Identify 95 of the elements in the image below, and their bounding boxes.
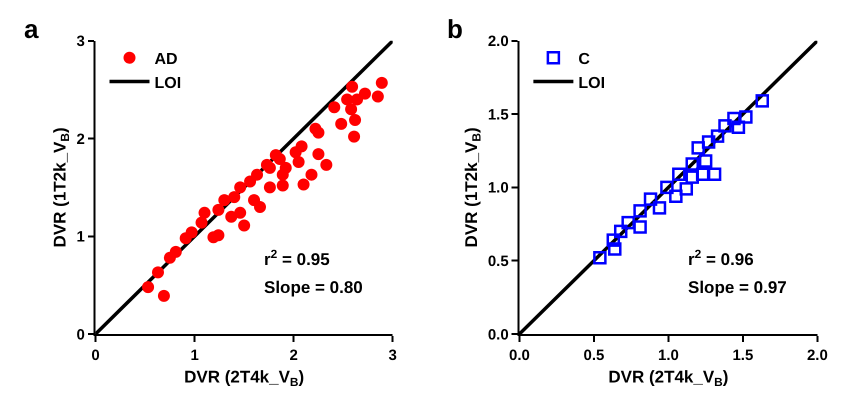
point xyxy=(234,181,246,194)
point xyxy=(212,204,224,216)
legend-label: LOI xyxy=(154,74,182,92)
y-tick-label: 2 xyxy=(76,130,85,148)
point xyxy=(305,168,318,181)
legend-label: C xyxy=(578,50,590,68)
point xyxy=(152,266,164,278)
point xyxy=(739,110,753,124)
point xyxy=(685,157,699,171)
point xyxy=(196,216,208,229)
x-axis-title: DVR (2T4k_V$_{B}$) xyxy=(608,368,728,390)
point xyxy=(207,231,220,244)
x-tick-label: 1.5 xyxy=(732,346,754,364)
point xyxy=(606,233,620,247)
point xyxy=(680,182,694,196)
point xyxy=(633,220,647,234)
point xyxy=(341,93,354,106)
point xyxy=(292,156,305,168)
y-tick-label: 1.0 xyxy=(488,180,509,197)
point xyxy=(696,167,710,181)
x-tick-label: 0.5 xyxy=(583,346,604,364)
y-tick-label: 3 xyxy=(76,33,85,50)
y-tick-label: 2.0 xyxy=(488,33,509,50)
point xyxy=(372,90,384,103)
point xyxy=(660,180,674,194)
chart-title: b xyxy=(447,14,463,44)
point xyxy=(228,191,240,204)
point xyxy=(276,168,289,181)
point xyxy=(608,242,622,256)
point xyxy=(276,179,289,192)
annotation: r$^{2}$ = 0.95 xyxy=(264,247,330,270)
y-tick-label: 1.5 xyxy=(488,106,509,124)
point xyxy=(186,226,198,238)
point xyxy=(349,114,362,126)
point xyxy=(727,112,741,126)
point xyxy=(346,80,358,93)
point xyxy=(593,251,607,265)
point xyxy=(685,170,699,184)
chart-title: a xyxy=(24,14,39,44)
point xyxy=(274,153,286,166)
y-tick-label: 1 xyxy=(76,228,85,246)
point xyxy=(755,94,769,108)
point xyxy=(351,93,364,106)
legend-label: LOI xyxy=(578,74,606,92)
point xyxy=(238,220,250,232)
point xyxy=(312,148,324,160)
point xyxy=(652,201,666,215)
point xyxy=(672,167,686,181)
point xyxy=(225,210,238,223)
y-tick-label: 0.5 xyxy=(488,252,509,270)
point xyxy=(708,167,722,181)
x-tick-label: 0 xyxy=(91,346,100,364)
y-tick-label: 0.0 xyxy=(488,326,509,344)
point xyxy=(312,126,324,139)
x-tick-label: 1.0 xyxy=(658,346,679,364)
point xyxy=(264,162,276,174)
annotation: r$^{2}$ = 0.96 xyxy=(688,247,754,270)
point xyxy=(345,103,358,116)
x-tick-label: 2.0 xyxy=(806,346,828,364)
point xyxy=(718,119,732,133)
point xyxy=(142,281,154,294)
x-tick-label: 2 xyxy=(289,346,298,364)
annotation: Slope = 0.97 xyxy=(688,278,787,297)
x-tick-label: 3 xyxy=(388,346,397,364)
point xyxy=(702,135,716,149)
point xyxy=(298,178,310,190)
point xyxy=(621,216,635,230)
x-tick-label: 0.0 xyxy=(509,346,530,364)
point xyxy=(170,246,182,258)
point xyxy=(669,189,683,203)
point xyxy=(296,140,308,152)
point xyxy=(335,118,348,130)
point xyxy=(644,192,658,206)
y-tick-label: 0 xyxy=(76,326,85,344)
point xyxy=(328,101,340,114)
x-axis-title: DVR (2T4k_V$_{B}$) xyxy=(184,368,304,390)
point xyxy=(248,194,260,206)
annotation: Slope = 0.80 xyxy=(264,278,363,297)
point xyxy=(348,130,360,143)
point xyxy=(698,154,712,168)
point xyxy=(633,204,647,218)
point xyxy=(264,181,276,194)
point xyxy=(732,120,746,134)
point xyxy=(320,158,332,171)
legend-label: AD xyxy=(154,50,178,68)
point xyxy=(218,194,230,206)
x-tick-label: 1 xyxy=(190,346,199,364)
point xyxy=(358,88,371,100)
point xyxy=(710,129,724,143)
point xyxy=(251,168,264,181)
point xyxy=(158,290,170,302)
point xyxy=(691,141,705,155)
point xyxy=(376,76,388,89)
point xyxy=(614,224,628,238)
point xyxy=(198,206,211,219)
